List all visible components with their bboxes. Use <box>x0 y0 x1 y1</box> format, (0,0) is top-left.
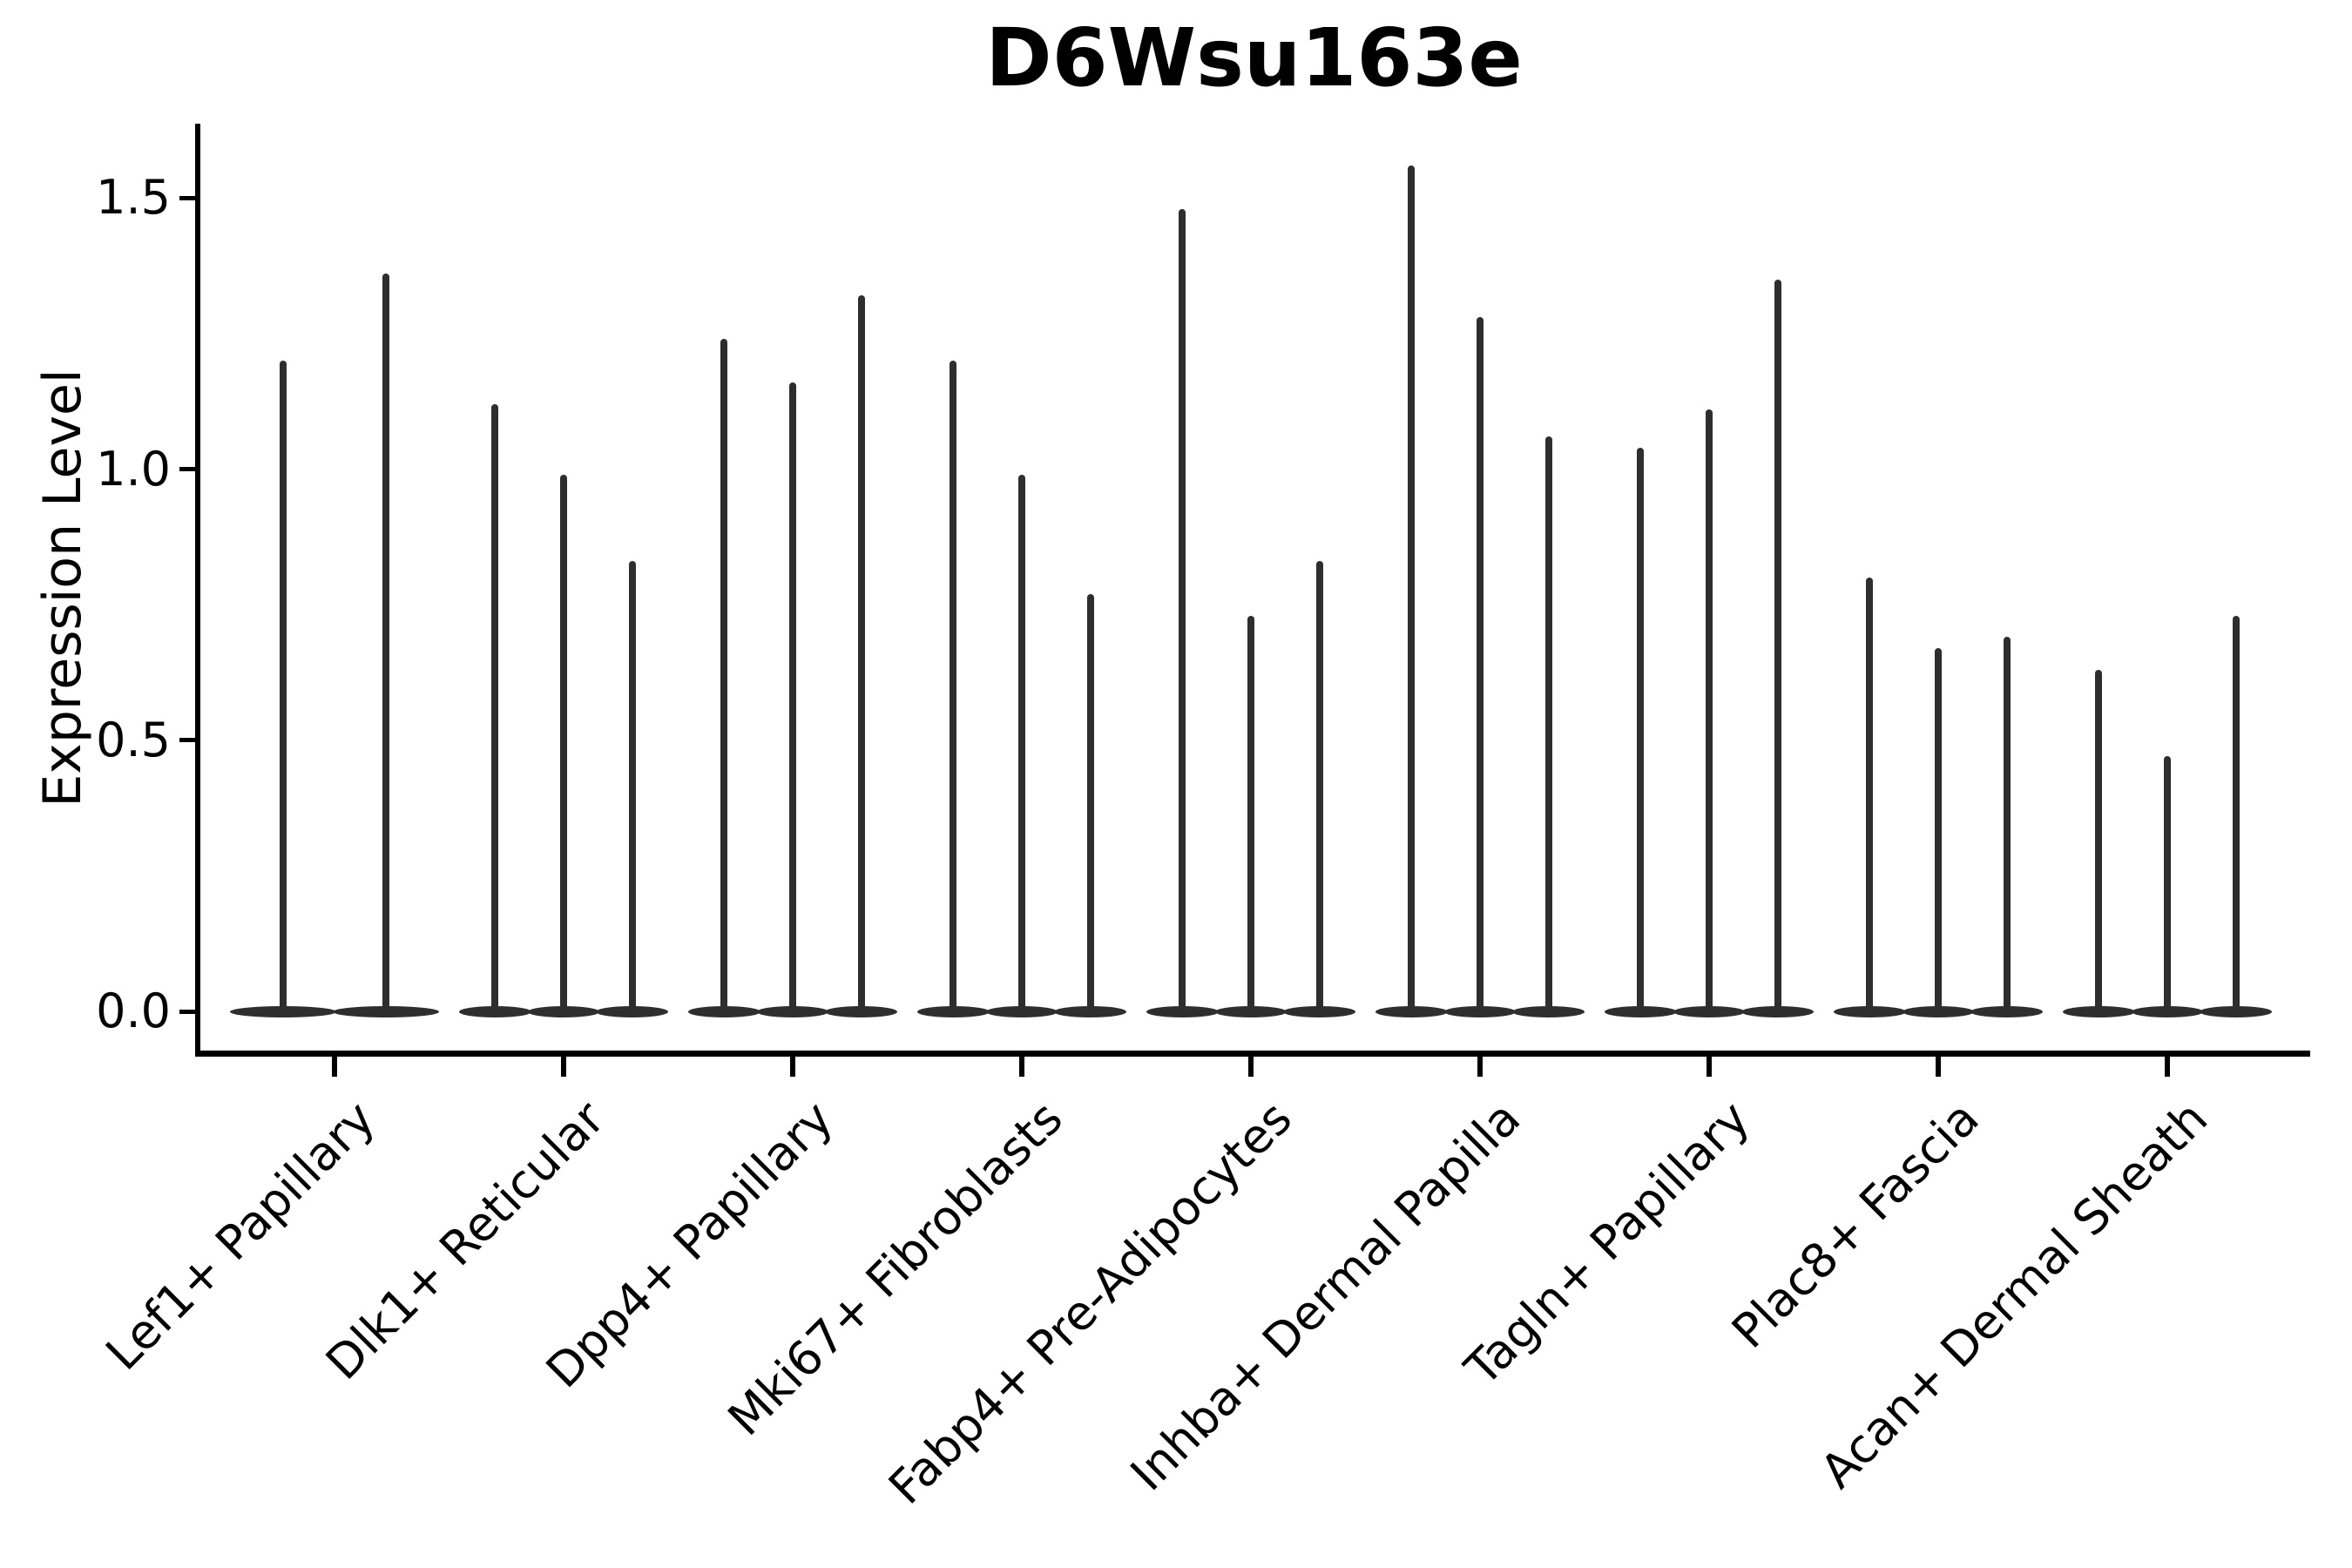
violin-spike <box>2164 756 2171 1015</box>
y-axis-spine <box>195 124 200 1057</box>
violin-spike <box>857 295 865 1015</box>
x-tick-mark <box>1477 1056 1483 1077</box>
violin-spike <box>950 361 957 1015</box>
x-axis-spine <box>195 1051 2310 1057</box>
violin-spike <box>1706 409 1713 1015</box>
violin-spike <box>1086 593 1094 1015</box>
chart-title: D6Wsu163e <box>985 11 1523 105</box>
violin-spike <box>1637 447 1645 1015</box>
violin-spike <box>280 361 287 1015</box>
x-tick-mark <box>2165 1056 2170 1077</box>
violin-spike <box>560 474 567 1015</box>
violin-spike <box>382 274 389 1015</box>
y-tick-label: 1.0 <box>96 441 171 497</box>
violin-spike <box>1247 615 1254 1015</box>
y-tick-label: 0.0 <box>96 983 171 1038</box>
x-tick-label: Inhba+ Dermal Papilla <box>1120 1091 1531 1502</box>
violin-spike <box>2232 615 2240 1015</box>
violin-spike <box>1935 647 1942 1015</box>
x-tick-mark <box>790 1056 795 1077</box>
violin-spike <box>1315 561 1323 1015</box>
violin-spike <box>2095 669 2103 1015</box>
violin-spike <box>1774 279 1781 1015</box>
x-tick-mark <box>561 1056 566 1077</box>
y-tick-label: 1.5 <box>96 170 171 226</box>
violin-spike <box>720 339 728 1015</box>
violin-spike <box>1179 208 1186 1015</box>
x-tick-mark <box>1019 1056 1024 1077</box>
violin-spike <box>2003 637 2011 1015</box>
violin-spike <box>491 403 499 1015</box>
y-tick-mark <box>179 467 196 471</box>
x-tick-label: Acan+ Dermal Sheath <box>1810 1091 2219 1499</box>
violin-spike <box>628 561 636 1015</box>
y-tick-label: 0.5 <box>96 712 171 767</box>
y-tick-mark <box>179 195 196 200</box>
violin-spike <box>789 382 796 1015</box>
violin-spike <box>1544 436 1552 1015</box>
x-tick-label: Fabp4+ Pre-Adipocytes <box>877 1091 1302 1515</box>
violin-spike <box>1408 165 1416 1015</box>
violin-spike <box>1866 578 1874 1015</box>
x-tick-mark <box>1936 1056 1941 1077</box>
y-axis-label: Expression Level <box>32 368 93 808</box>
x-tick-mark <box>1707 1056 1712 1077</box>
violin-spike <box>1018 474 1025 1015</box>
y-tick-mark <box>179 1009 196 1014</box>
y-tick-mark <box>179 738 196 743</box>
violin-spike <box>1477 317 1484 1015</box>
x-tick-label: Plac8+ Fascia <box>1720 1091 1990 1359</box>
x-tick-mark <box>1248 1056 1254 1077</box>
x-tick-mark <box>332 1056 337 1077</box>
